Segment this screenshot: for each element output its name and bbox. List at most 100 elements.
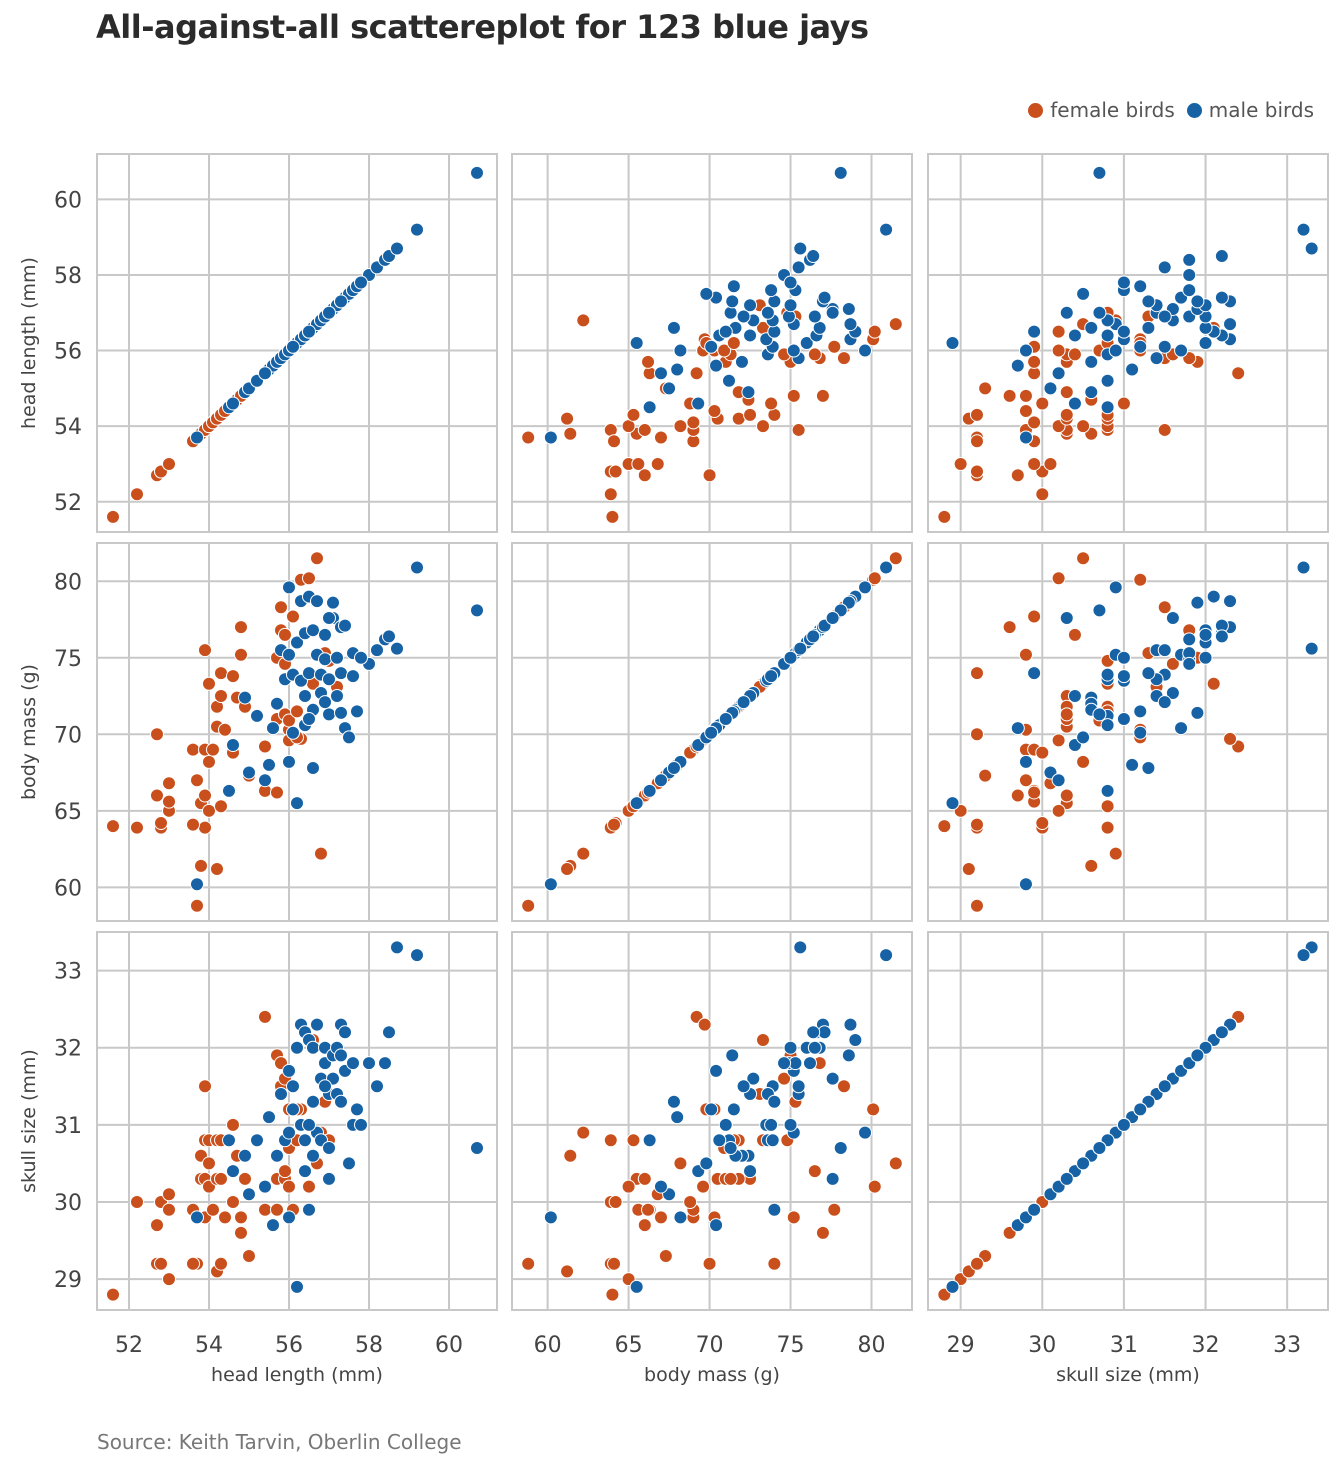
point-male <box>666 1094 681 1109</box>
point-male <box>1198 650 1213 665</box>
point-female <box>608 1195 623 1209</box>
point-male <box>1018 877 1033 892</box>
point-female <box>637 422 652 437</box>
point-female <box>190 773 204 788</box>
point-male <box>262 757 276 772</box>
point-female <box>214 666 228 681</box>
panel-head-vs-head <box>96 153 498 533</box>
point-female <box>767 1256 782 1271</box>
point-female <box>1018 404 1033 419</box>
point-male <box>470 603 484 618</box>
point-male <box>1100 328 1115 343</box>
point-female <box>626 1133 641 1148</box>
point-female <box>743 407 758 422</box>
point-female <box>888 1156 903 1171</box>
legend-label-female: female birds <box>1050 98 1175 122</box>
point-female <box>836 1079 851 1094</box>
x-axis-title-head: head length (mm) <box>211 1364 383 1386</box>
point-male <box>670 1110 685 1125</box>
point-male <box>226 738 240 753</box>
point-male <box>741 385 756 400</box>
legend-item-female: female birds <box>1028 98 1175 122</box>
point-male <box>718 324 733 339</box>
point-female <box>969 727 984 742</box>
point-male <box>1059 610 1074 625</box>
point-male <box>1051 773 1066 788</box>
point-male <box>802 1056 817 1071</box>
point-male <box>318 1079 332 1094</box>
point-female <box>641 1202 656 1217</box>
panel-head-vs-mass <box>511 153 913 533</box>
point-female <box>302 571 316 586</box>
point-female <box>1206 676 1221 691</box>
point-female <box>756 419 771 434</box>
point-female <box>234 620 248 635</box>
point-male <box>302 1117 316 1132</box>
point-female <box>106 1287 120 1302</box>
point-male <box>841 1048 856 1063</box>
x-tick-label: 52 <box>115 1333 143 1358</box>
point-male <box>879 560 894 575</box>
panel-skull-vs-mass <box>511 931 913 1311</box>
y-tick-label: 32 <box>54 1037 82 1062</box>
panel-mass-vs-mass <box>511 542 913 922</box>
point-male <box>1043 381 1058 396</box>
point-female <box>867 571 882 586</box>
x-tick-label: 60 <box>534 1333 562 1358</box>
point-female <box>1133 572 1148 587</box>
point-male <box>704 339 719 354</box>
point-male <box>226 1164 240 1179</box>
point-male <box>734 354 749 369</box>
point-male <box>334 666 348 681</box>
point-male <box>354 1117 368 1132</box>
point-female <box>194 858 208 873</box>
y-axis-title-head: head length (mm) <box>18 257 40 429</box>
point-male <box>879 948 894 963</box>
point-female <box>969 898 984 913</box>
point-male <box>382 1025 396 1040</box>
point-male <box>793 940 808 955</box>
point-female <box>198 643 212 658</box>
point-female <box>1051 324 1066 339</box>
point-male <box>1190 294 1205 309</box>
point-female <box>867 1179 882 1194</box>
y-tick-label: 60 <box>54 876 82 901</box>
point-male <box>879 222 894 237</box>
x-tick-label: 54 <box>195 1333 223 1358</box>
legend-label-male: male birds <box>1208 98 1314 122</box>
point-male <box>1027 1202 1042 1217</box>
point-male <box>1100 783 1115 798</box>
point-female <box>702 1256 717 1271</box>
point-female <box>1059 407 1074 422</box>
point-female <box>150 727 164 742</box>
point-male <box>783 298 798 313</box>
point-male <box>704 725 719 740</box>
point-female <box>637 1218 652 1233</box>
point-male <box>1027 324 1042 339</box>
point-male <box>1182 656 1197 671</box>
point-male <box>1116 275 1131 290</box>
panel-frame <box>511 931 913 1311</box>
point-female <box>576 846 591 861</box>
point-female <box>198 788 212 803</box>
point-female <box>1010 468 1025 483</box>
point-male <box>1133 1102 1148 1117</box>
point-male <box>470 165 484 180</box>
point-male <box>282 647 296 662</box>
point-male <box>1108 343 1123 358</box>
point-male <box>226 396 240 411</box>
y-tick-label: 75 <box>54 647 82 672</box>
point-male <box>783 650 798 665</box>
panel-mass-vs-head <box>96 542 498 922</box>
point-female <box>937 819 952 834</box>
point-male <box>1141 760 1156 775</box>
point-female <box>186 1256 200 1271</box>
point-male <box>1174 721 1189 736</box>
point-male <box>322 610 336 625</box>
point-male <box>725 294 740 309</box>
point-female <box>210 861 224 876</box>
point-female <box>815 388 830 403</box>
point-male <box>1174 343 1189 358</box>
point-female <box>214 689 228 704</box>
point-male <box>1100 400 1115 415</box>
